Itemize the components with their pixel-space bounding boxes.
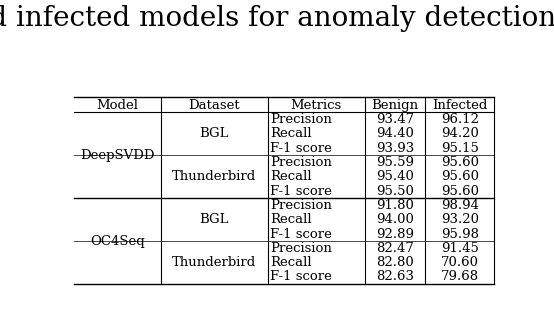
Text: Precision: Precision	[270, 156, 332, 169]
Text: 95.60: 95.60	[441, 156, 479, 169]
Text: Precision: Precision	[270, 113, 332, 126]
Text: Precision: Precision	[270, 242, 332, 255]
Text: Recall: Recall	[270, 256, 312, 269]
Text: 95.50: 95.50	[376, 185, 414, 198]
Text: 95.98: 95.98	[441, 228, 479, 241]
Text: BGL: BGL	[200, 213, 229, 226]
Text: and infected models for anomaly detection on: and infected models for anomaly detectio…	[0, 5, 554, 32]
Text: 79.68: 79.68	[440, 270, 479, 283]
Text: 93.20: 93.20	[441, 213, 479, 226]
Text: F-1 score: F-1 score	[270, 185, 332, 198]
Text: Recall: Recall	[270, 170, 312, 183]
Text: 95.60: 95.60	[441, 170, 479, 183]
Text: BGL: BGL	[200, 128, 229, 140]
Text: 70.60: 70.60	[441, 256, 479, 269]
Text: Thunderbird: Thunderbird	[172, 170, 257, 183]
Text: 82.80: 82.80	[376, 256, 414, 269]
Text: F-1 score: F-1 score	[270, 228, 332, 241]
Text: 82.47: 82.47	[376, 242, 414, 255]
Text: 92.89: 92.89	[376, 228, 414, 241]
Text: 96.12: 96.12	[441, 113, 479, 126]
Text: 98.94: 98.94	[441, 199, 479, 212]
Text: OC4Seq: OC4Seq	[90, 235, 145, 248]
Text: Metrics: Metrics	[291, 99, 342, 112]
Text: Infected: Infected	[432, 99, 488, 112]
Text: Thunderbird: Thunderbird	[172, 256, 257, 269]
Text: 95.60: 95.60	[441, 185, 479, 198]
Text: Benign: Benign	[371, 99, 418, 112]
Text: DeepSVDD: DeepSVDD	[80, 149, 155, 162]
Text: 94.40: 94.40	[376, 128, 414, 140]
Text: 91.45: 91.45	[441, 242, 479, 255]
Text: Precision: Precision	[270, 199, 332, 212]
Text: 93.47: 93.47	[376, 113, 414, 126]
Text: 94.20: 94.20	[441, 128, 479, 140]
Text: 95.59: 95.59	[376, 156, 414, 169]
Text: 93.93: 93.93	[376, 142, 414, 155]
Text: Recall: Recall	[270, 213, 312, 226]
Text: Model: Model	[96, 99, 138, 112]
Text: F-1 score: F-1 score	[270, 270, 332, 283]
Text: Dataset: Dataset	[189, 99, 240, 112]
Text: 82.63: 82.63	[376, 270, 414, 283]
Text: 95.15: 95.15	[441, 142, 479, 155]
Text: 95.40: 95.40	[376, 170, 414, 183]
Text: Recall: Recall	[270, 128, 312, 140]
Text: 91.80: 91.80	[376, 199, 414, 212]
Text: F-1 score: F-1 score	[270, 142, 332, 155]
Text: 94.00: 94.00	[376, 213, 414, 226]
